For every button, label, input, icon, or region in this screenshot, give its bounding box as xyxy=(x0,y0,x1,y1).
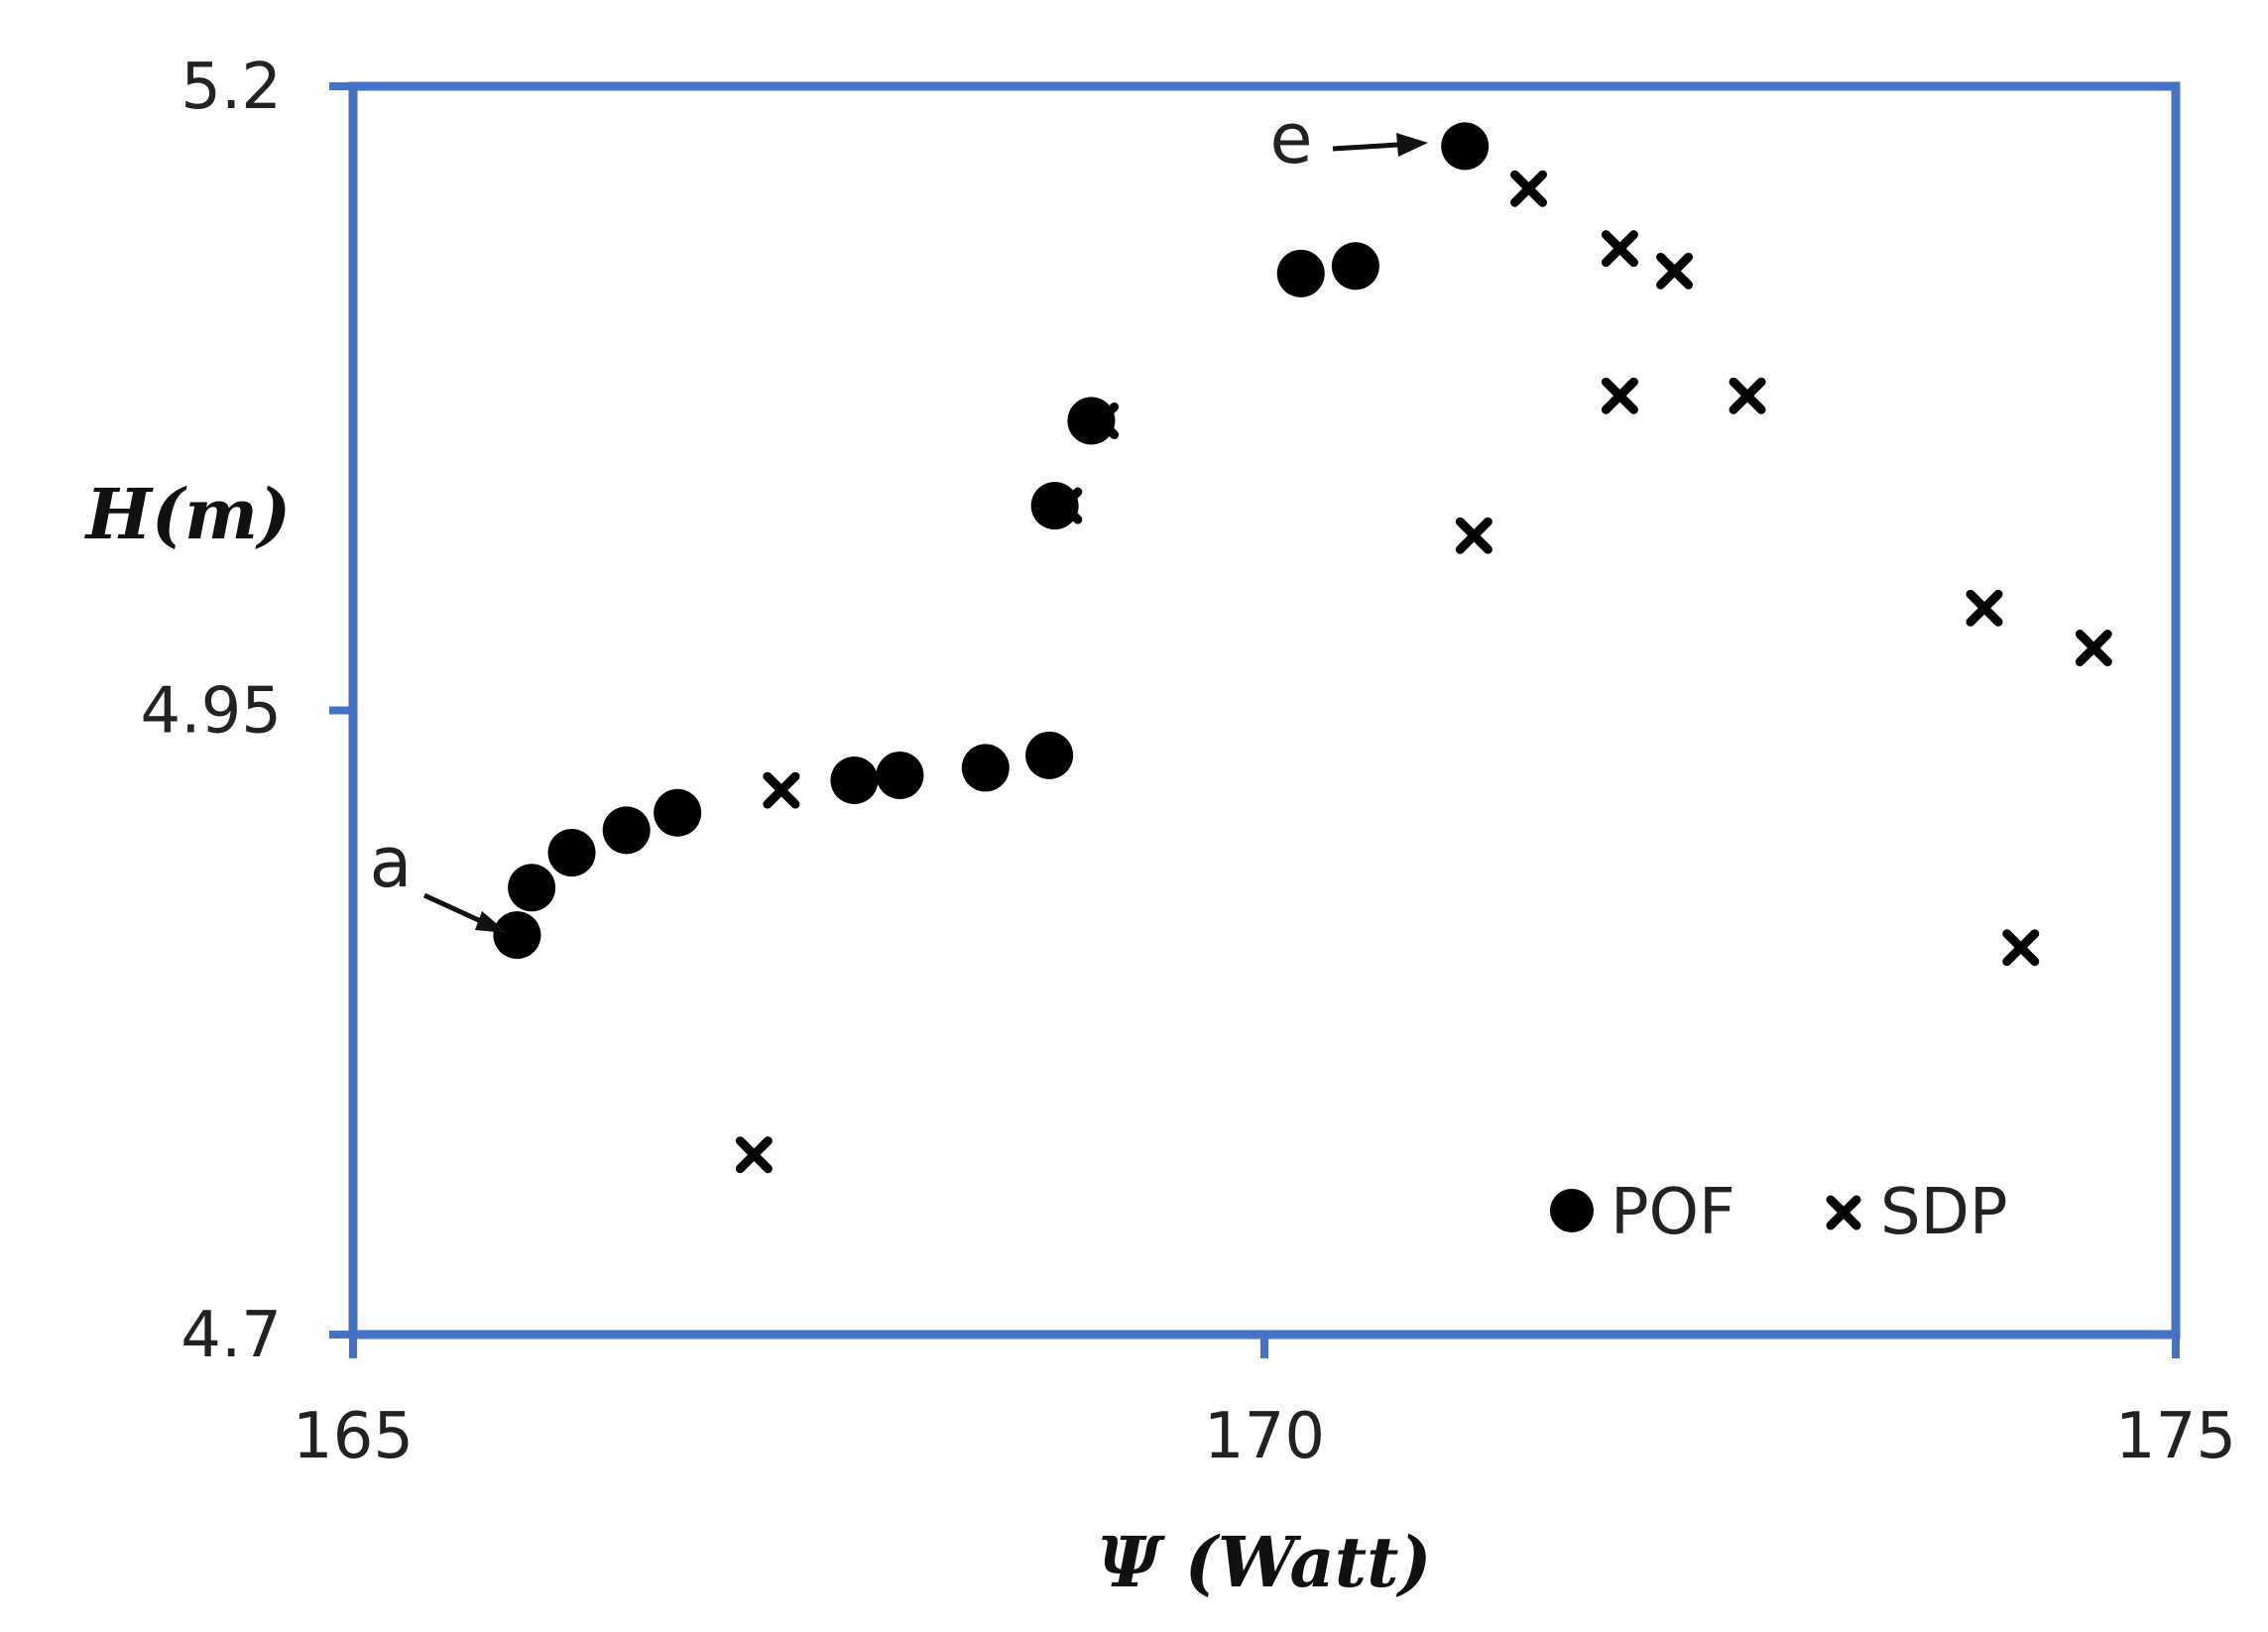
annotation-e: e xyxy=(1269,98,1428,179)
sdp-point xyxy=(735,1136,773,1174)
data-points xyxy=(493,122,2112,1174)
x-tick-label: 165 xyxy=(293,1400,414,1473)
legend-sdp-label: SDP xyxy=(1880,1176,2008,1249)
sdp-point xyxy=(763,771,800,809)
pof-point xyxy=(1331,242,1379,291)
annotation-a-label: a xyxy=(370,822,413,903)
legend-sdp-marker xyxy=(1826,1195,1861,1230)
pof-point xyxy=(654,788,702,837)
sdp-point xyxy=(1601,377,1638,414)
sdp-point xyxy=(1455,517,1492,554)
y-tick-label: 4.95 xyxy=(141,675,283,749)
pof-point xyxy=(830,757,879,805)
sdp-point xyxy=(1601,230,1638,268)
annotation-e-label: e xyxy=(1269,98,1312,179)
sdp-point xyxy=(1966,589,2003,627)
pof-point xyxy=(1067,397,1116,445)
pof-point xyxy=(1441,122,1490,171)
tick-labels: 165 170 175 4.7 4.95 5.2 xyxy=(141,51,2237,1473)
x-tick-label: 170 xyxy=(1204,1400,1325,1473)
sdp-point xyxy=(1082,402,1120,439)
y-tick-label: 4.7 xyxy=(180,1299,282,1372)
annotation-e-arrowhead xyxy=(1396,133,1428,157)
sdp-point xyxy=(1510,170,1548,207)
legend: POF SDP xyxy=(1550,1176,2008,1249)
pof-point xyxy=(547,829,596,877)
sdp-point xyxy=(1729,377,1766,414)
pof-point xyxy=(876,751,924,799)
sdp-point xyxy=(1045,487,1083,525)
sdp-point xyxy=(2075,630,2112,667)
pof-point xyxy=(961,744,1010,792)
annotation-a: a xyxy=(370,822,508,933)
x-tick-label: 175 xyxy=(2115,1400,2236,1473)
axis-ticks xyxy=(329,82,2180,1358)
sdp-point xyxy=(2002,929,2040,967)
pof-point xyxy=(1276,249,1325,297)
pof-point xyxy=(602,806,651,855)
annotation-e-arrow xyxy=(1332,142,1399,152)
annotation-a-arrowhead xyxy=(475,911,508,933)
plot-frame xyxy=(348,81,2181,1340)
pof-point xyxy=(1025,731,1074,779)
pof-point xyxy=(508,864,556,912)
legend-pof-marker xyxy=(1550,1189,1594,1232)
legend-pof-label: POF xyxy=(1611,1176,1735,1249)
y-tick-label: 5.2 xyxy=(180,51,282,124)
sdp-point xyxy=(1656,252,1694,290)
pof-point xyxy=(493,911,541,960)
y-axis-title: H(m) xyxy=(84,473,291,555)
pof-point xyxy=(1030,482,1079,530)
x-axis-title: Ψ (Watt) xyxy=(1097,1521,1431,1603)
